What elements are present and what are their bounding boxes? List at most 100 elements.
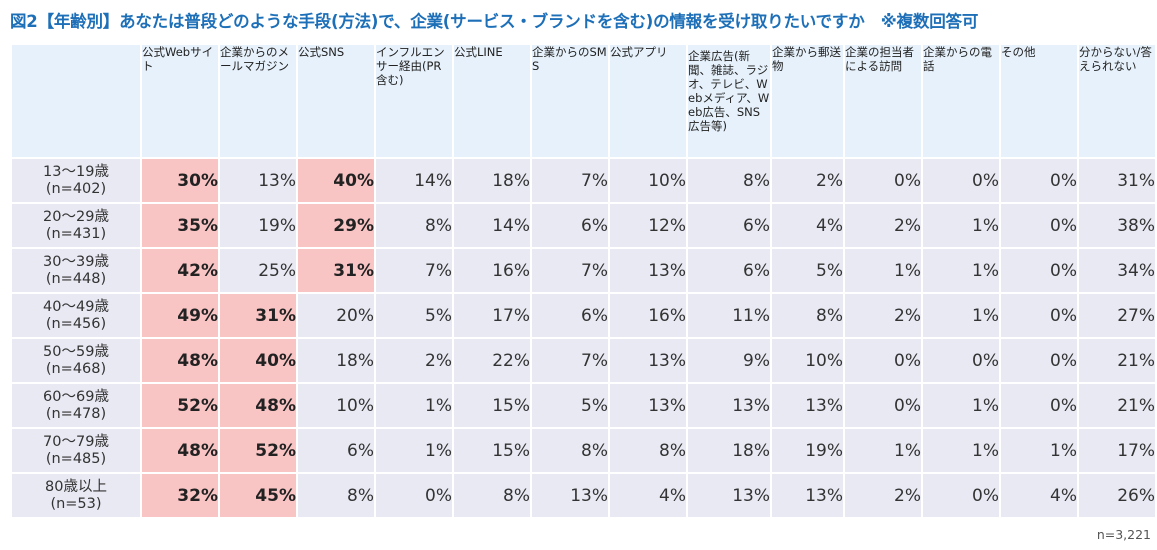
sample-size-note: n=3,221 bbox=[1096, 527, 1151, 542]
value-cell: 35% bbox=[142, 204, 218, 247]
value-cell: 32% bbox=[142, 474, 218, 517]
age-group-label: 60〜69歳 bbox=[43, 388, 109, 405]
age-group-label: 70〜79歳 bbox=[43, 433, 109, 450]
value-cell: 13% bbox=[688, 474, 770, 517]
value-cell: 13% bbox=[688, 384, 770, 427]
value-cell: 8% bbox=[376, 204, 452, 247]
value-cell: 15% bbox=[454, 429, 530, 472]
value-cell: 45% bbox=[220, 474, 296, 517]
data-table: 公式Webサイト 企業からのメールマガジン 公式SNS インフルエンサー経由(P… bbox=[10, 43, 1157, 519]
value-cell: 0% bbox=[1001, 249, 1077, 292]
value-cell: 1% bbox=[923, 204, 999, 247]
value-cell: 49% bbox=[142, 294, 218, 337]
value-cell: 13% bbox=[610, 249, 686, 292]
table-row: 60〜69歳 (n=478) 52% 48% 10% 1% 15% 5% 13% 13% 13% 0%… bbox=[12, 384, 1155, 427]
value-cell: 8% bbox=[610, 429, 686, 472]
sample-size-label: (n=485) bbox=[45, 450, 107, 467]
table-body: 13〜19歳 (n=402) 30% 13% 40% 14% 18% 7% 10% 8% 2% 0% 0… bbox=[12, 159, 1155, 517]
table-row: 40〜49歳 (n=456) 49% 31% 20% 5% 17% 6% 16% 11% 8% 2% 1… bbox=[12, 294, 1155, 337]
value-cell: 27% bbox=[1079, 294, 1155, 337]
row-header: 80歳以上 (n=53) bbox=[12, 474, 140, 517]
value-cell: 48% bbox=[142, 339, 218, 382]
column-header: 企業からのメールマガジン bbox=[220, 45, 296, 157]
value-cell: 8% bbox=[454, 474, 530, 517]
value-cell: 1% bbox=[923, 384, 999, 427]
table-row: 80歳以上 (n=53) 32% 45% 8% 0% 8% 13% 4% 13% 13% 2% 0% 4%… bbox=[12, 474, 1155, 517]
value-cell: 1% bbox=[923, 249, 999, 292]
corner-cell bbox=[12, 45, 140, 157]
value-cell: 17% bbox=[1079, 429, 1155, 472]
value-cell: 18% bbox=[454, 159, 530, 202]
value-cell: 0% bbox=[845, 339, 921, 382]
row-header: 30〜39歳 (n=448) bbox=[12, 249, 140, 292]
column-header: 公式アプリ bbox=[610, 45, 686, 157]
value-cell: 5% bbox=[772, 249, 843, 292]
value-cell: 1% bbox=[845, 429, 921, 472]
sample-size-label: (n=431) bbox=[45, 225, 107, 242]
value-cell: 5% bbox=[532, 384, 608, 427]
value-cell: 1% bbox=[376, 384, 452, 427]
row-header: 20〜29歳 (n=431) bbox=[12, 204, 140, 247]
age-group-label: 40〜49歳 bbox=[43, 298, 109, 315]
value-cell: 8% bbox=[688, 159, 770, 202]
value-cell: 16% bbox=[610, 294, 686, 337]
value-cell: 7% bbox=[532, 249, 608, 292]
value-cell: 10% bbox=[298, 384, 374, 427]
value-cell: 1% bbox=[376, 429, 452, 472]
value-cell: 52% bbox=[142, 384, 218, 427]
value-cell: 6% bbox=[532, 204, 608, 247]
value-cell: 14% bbox=[454, 204, 530, 247]
value-cell: 31% bbox=[298, 249, 374, 292]
column-header: 企業からの電話 bbox=[923, 45, 999, 157]
value-cell: 0% bbox=[1001, 294, 1077, 337]
value-cell: 4% bbox=[1001, 474, 1077, 517]
value-cell: 40% bbox=[298, 159, 374, 202]
value-cell: 21% bbox=[1079, 384, 1155, 427]
value-cell: 0% bbox=[376, 474, 452, 517]
row-header: 40〜49歳 (n=456) bbox=[12, 294, 140, 337]
sample-size-label: (n=456) bbox=[45, 315, 107, 332]
sample-size-label: (n=402) bbox=[45, 180, 107, 197]
value-cell: 0% bbox=[923, 339, 999, 382]
value-cell: 40% bbox=[220, 339, 296, 382]
value-cell: 52% bbox=[220, 429, 296, 472]
value-cell: 13% bbox=[532, 474, 608, 517]
value-cell: 8% bbox=[298, 474, 374, 517]
value-cell: 10% bbox=[610, 159, 686, 202]
value-cell: 2% bbox=[376, 339, 452, 382]
column-header: その他 bbox=[1001, 45, 1077, 157]
value-cell: 48% bbox=[142, 429, 218, 472]
value-cell: 18% bbox=[688, 429, 770, 472]
column-header: 分からない/答えられない bbox=[1079, 45, 1155, 157]
value-cell: 0% bbox=[923, 474, 999, 517]
value-cell: 15% bbox=[454, 384, 530, 427]
table-row: 70〜79歳 (n=485) 48% 52% 6% 1% 15% 8% 8% 18% 19% 1% 1%… bbox=[12, 429, 1155, 472]
value-cell: 0% bbox=[1001, 339, 1077, 382]
value-cell: 11% bbox=[688, 294, 770, 337]
column-header: 公式SNS bbox=[298, 45, 374, 157]
value-cell: 4% bbox=[610, 474, 686, 517]
value-cell: 14% bbox=[376, 159, 452, 202]
value-cell: 2% bbox=[845, 474, 921, 517]
value-cell: 13% bbox=[772, 384, 843, 427]
value-cell: 19% bbox=[772, 429, 843, 472]
value-cell: 13% bbox=[610, 339, 686, 382]
value-cell: 26% bbox=[1079, 474, 1155, 517]
row-header: 50〜59歳 (n=468) bbox=[12, 339, 140, 382]
value-cell: 31% bbox=[220, 294, 296, 337]
value-cell: 7% bbox=[376, 249, 452, 292]
value-cell: 18% bbox=[298, 339, 374, 382]
value-cell: 29% bbox=[298, 204, 374, 247]
value-cell: 13% bbox=[220, 159, 296, 202]
value-cell: 30% bbox=[142, 159, 218, 202]
sample-size-label: (n=478) bbox=[45, 405, 107, 422]
column-header: インフルエンサー経由(PR含む) bbox=[376, 45, 452, 157]
value-cell: 19% bbox=[220, 204, 296, 247]
value-cell: 2% bbox=[772, 159, 843, 202]
value-cell: 1% bbox=[923, 294, 999, 337]
column-header: 企業広告(新聞、雑誌、ラジオ、テレビ、Webメディア、Web広告、SNS広告等) bbox=[688, 45, 770, 157]
value-cell: 21% bbox=[1079, 339, 1155, 382]
row-header: 60〜69歳 (n=478) bbox=[12, 384, 140, 427]
row-header: 13〜19歳 (n=402) bbox=[12, 159, 140, 202]
value-cell: 9% bbox=[688, 339, 770, 382]
